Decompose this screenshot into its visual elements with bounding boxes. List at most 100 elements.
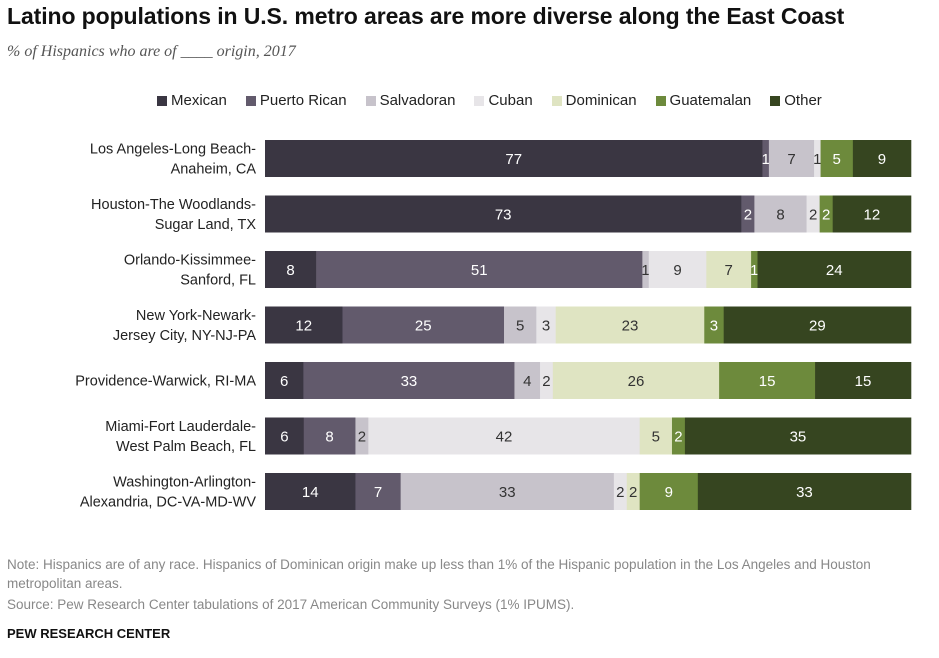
category-label: Houston-The Woodlands-Sugar Land, TX [91, 197, 256, 233]
legend-item: Mexican [157, 92, 227, 109]
data-label: 1 [813, 151, 821, 168]
data-label: 1 [750, 262, 758, 279]
data-label: 5 [652, 429, 660, 446]
bar-segment [514, 362, 541, 399]
bar-segment [648, 251, 707, 288]
data-label: 42 [496, 429, 513, 446]
legend-swatch [474, 95, 485, 106]
category-label: Providence-Warwick, RI-MA [75, 374, 256, 390]
legend-swatch [655, 95, 666, 106]
legend-label: Mexican [171, 92, 227, 109]
legend-label: Puerto Rican [259, 92, 347, 109]
legend-label: Other [784, 92, 822, 109]
bar-segment [639, 473, 699, 510]
bar-segment [642, 251, 650, 288]
chart-title: Latino populations in U.S. metro areas a… [7, 3, 845, 29]
bar-segment [762, 140, 770, 177]
legend-label: Salvadoran [379, 92, 456, 109]
data-label: 25 [415, 318, 432, 335]
data-label: 9 [665, 484, 673, 501]
data-label: 23 [622, 318, 639, 335]
data-label: 3 [710, 318, 718, 335]
data-label: 3 [542, 318, 550, 335]
data-label: 15 [759, 373, 776, 390]
data-label: 1 [761, 151, 769, 168]
data-label: 6 [280, 429, 288, 446]
data-label: 8 [776, 207, 784, 224]
data-label: 4 [523, 373, 531, 390]
legend-swatch [157, 95, 167, 106]
legend-swatch [245, 95, 256, 106]
legend-item: Cuban [474, 92, 533, 109]
data-label: 7 [374, 484, 382, 501]
data-label: 9 [673, 262, 681, 279]
bar-segment [368, 417, 640, 455]
bar-segment [355, 473, 401, 510]
bar-segment [719, 362, 816, 399]
legend-item: Dominican [551, 92, 637, 109]
bar-segment [552, 362, 720, 399]
bar-segment [639, 417, 673, 455]
legend-swatch [770, 95, 781, 106]
legend-label: Guatemalan [669, 92, 752, 109]
data-label: 1 [641, 262, 649, 279]
bar-segment [265, 140, 763, 177]
bar-segment [303, 362, 515, 399]
bar-segment [303, 417, 356, 455]
bar-segment [265, 473, 356, 510]
data-label: 7 [725, 262, 733, 279]
data-label: 51 [471, 262, 488, 279]
data-label: 8 [286, 262, 294, 279]
bar-segment [540, 362, 554, 399]
chart-source: Source: Pew Research Center tabulations … [7, 597, 575, 612]
data-label: 2 [542, 373, 550, 390]
data-label: 2 [744, 207, 752, 224]
data-label: 5 [833, 151, 841, 168]
bar-segment [751, 251, 758, 288]
data-label: 8 [325, 429, 333, 446]
legend-item: Salvadoran [365, 92, 456, 109]
data-label: 77 [505, 151, 522, 168]
bar-segment [741, 195, 755, 233]
data-label: 9 [878, 151, 886, 168]
bar-segment [768, 140, 815, 177]
data-label: 14 [302, 484, 319, 501]
legend-swatch [365, 95, 376, 106]
data-label: 6 [280, 373, 288, 390]
data-label: 5 [516, 318, 524, 335]
data-label: 29 [809, 318, 826, 335]
bar-segment [684, 417, 912, 455]
bar-segment [806, 195, 820, 233]
bar-segment [265, 195, 742, 233]
bar-segment [820, 140, 854, 177]
data-label: 7 [787, 151, 795, 168]
bar-segment [342, 306, 505, 344]
bar-segment [852, 140, 912, 177]
bar-segment [265, 417, 305, 455]
bar-segment [814, 140, 821, 177]
bar-segment [504, 306, 537, 344]
legend-item: Other [770, 92, 822, 109]
category-label: Miami-Fort Lauderdale-West Palm Beach, F… [105, 419, 256, 455]
data-label: 26 [628, 373, 645, 390]
data-label: 2 [616, 484, 624, 501]
category-label: New York-Newark-Jersey City, NY-NJ-PA [113, 308, 256, 344]
bar-segment [819, 195, 833, 233]
bar-segment [671, 417, 686, 455]
data-label: 73 [495, 207, 512, 224]
legend-label: Cuban [488, 92, 533, 109]
bar-segment [265, 362, 304, 399]
bar-segment [704, 306, 724, 344]
data-label: 33 [401, 373, 418, 390]
data-label: 2 [358, 429, 366, 446]
bar-segment [265, 306, 343, 344]
legend-swatch [551, 95, 562, 106]
data-label: 2 [822, 207, 830, 224]
bar-segment [815, 362, 912, 399]
legend-item: Puerto Rican [245, 92, 347, 109]
bar-segment [555, 306, 705, 344]
data-label: 2 [629, 484, 637, 501]
data-label: 24 [826, 262, 843, 279]
brand-label: PEW RESEARCH CENTER [7, 626, 171, 641]
